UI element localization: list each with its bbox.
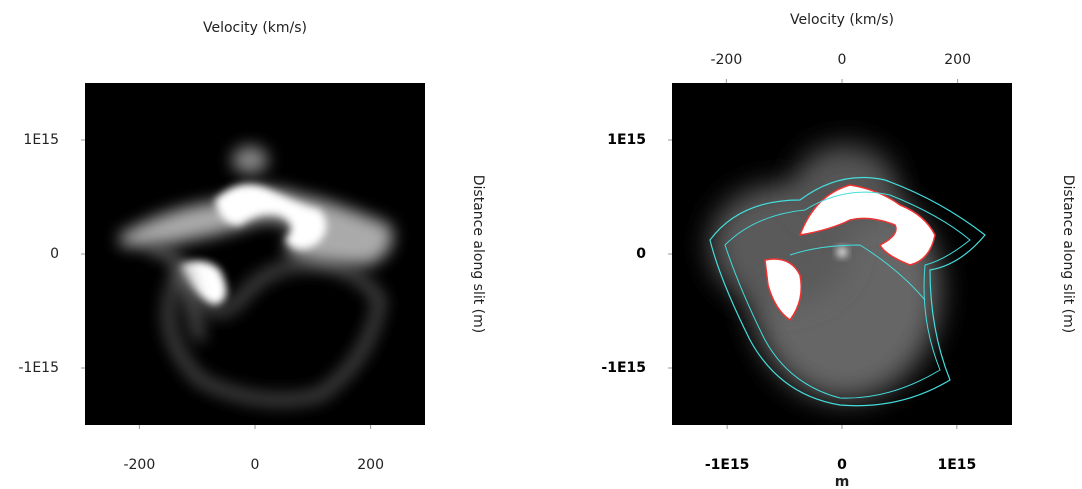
y-tick-label: 0 (636, 246, 646, 262)
y-tick-label: 1E15 (607, 132, 646, 148)
x2-axis-label: Velocity (km/s) (203, 20, 307, 36)
x-tick-label: 0 (251, 457, 260, 473)
x-tick-label: 200 (357, 457, 384, 473)
y-tick-label: 0 (50, 246, 59, 262)
y-tick-label: -1E15 (18, 360, 59, 376)
x-tick-label: 0 (837, 457, 847, 473)
y2-axis-label: Distance along slit (m) (470, 175, 486, 333)
x2-tick-label: 200 (944, 52, 971, 68)
y-tick-label: -1E15 (601, 360, 646, 376)
x-tick-label: 1E15 (937, 457, 976, 473)
panel: 1E15 0 -1E15 -200 0 200 Velocity (km/s) Distanc… (18, 20, 486, 473)
y2-axis-label: Distance along slit (m) (1060, 175, 1076, 333)
x-axis-label: m (835, 474, 850, 489)
x2-tick-label: 0 (838, 52, 847, 68)
x2-tick-label: -200 (710, 52, 742, 68)
image-right (672, 83, 1012, 425)
x-tick-label: -1E15 (705, 457, 750, 473)
image-left (85, 83, 425, 425)
panel: 1E15 0 -1E15 -1E15 0 1E15 -200 0 200 Velocity (km… (601, 12, 1076, 489)
x2-axis-label: Velocity (km/s) (790, 12, 894, 28)
x-tick-label: -200 (123, 457, 155, 473)
y-tick-label: 1E15 (23, 132, 59, 148)
